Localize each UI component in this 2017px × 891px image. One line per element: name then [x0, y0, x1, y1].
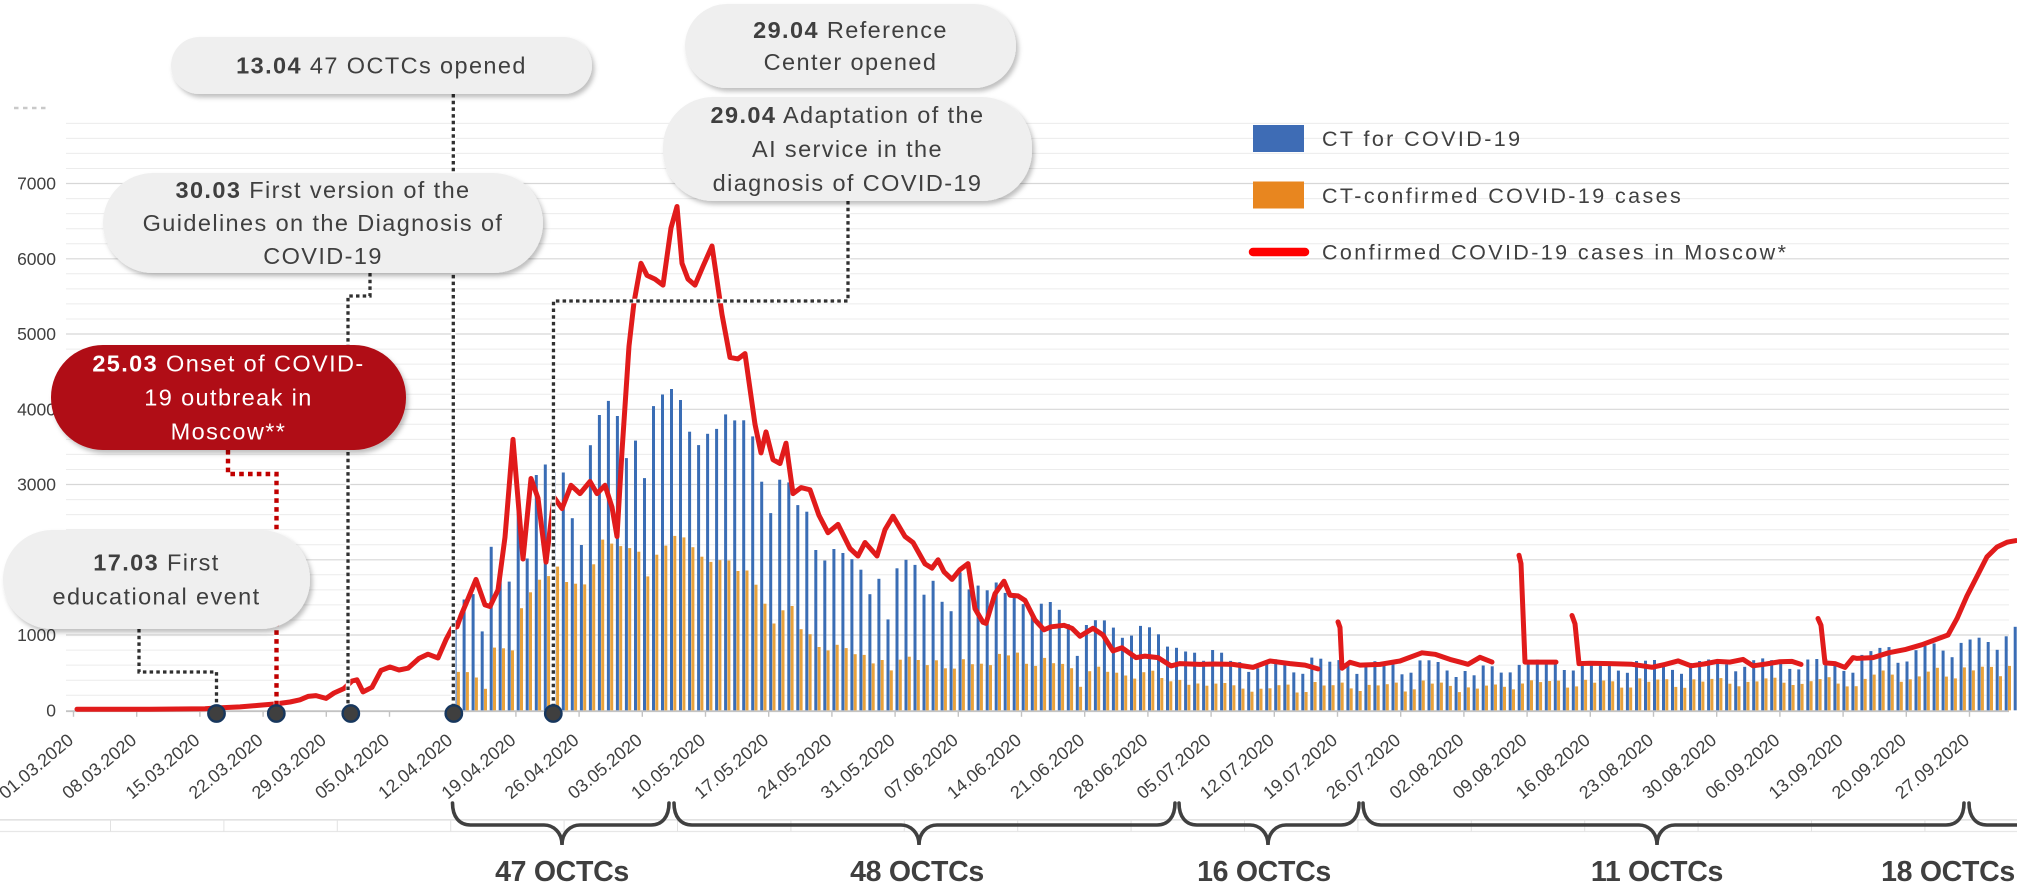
svg-text:AI service in the: AI service in the	[752, 136, 943, 162]
svg-text:Confirmed COVID-19 cases in Mo: Confirmed COVID-19 cases in Moscow*	[1322, 241, 1788, 265]
svg-text:18 OCTCs: 18 OCTCs	[1881, 856, 2015, 888]
svg-text:17.03 First: 17.03 First	[93, 550, 219, 576]
svg-text:Center opened: Center opened	[764, 49, 938, 75]
svg-text:48 OCTCs: 48 OCTCs	[850, 856, 984, 888]
svg-text:COVID-19: COVID-19	[263, 243, 383, 269]
svg-text:Guidelines on the Diagnosis of: Guidelines on the Diagnosis of	[143, 210, 504, 236]
svg-text:diagnosis of COVID-19: diagnosis of COVID-19	[713, 170, 983, 196]
svg-text:1000: 1000	[17, 625, 56, 645]
svg-text:47 OCTCs: 47 OCTCs	[495, 856, 629, 888]
svg-text:13.04 47 OCTCs opened: 13.04 47 OCTCs opened	[236, 53, 527, 79]
svg-text:6000: 6000	[17, 249, 56, 269]
svg-text:3000: 3000	[17, 475, 56, 495]
svg-text:educational event: educational event	[52, 584, 260, 610]
svg-text:29.04 Reference: 29.04 Reference	[753, 17, 948, 43]
svg-text:CT-confirmed COVID-19 cases: CT-confirmed COVID-19 cases	[1322, 184, 1683, 208]
svg-text:30.03 First version of the: 30.03 First version of the	[175, 177, 470, 203]
svg-text:CT for COVID-19: CT for COVID-19	[1322, 127, 1522, 151]
svg-text:7000: 7000	[17, 174, 56, 194]
svg-text:4000: 4000	[17, 399, 56, 419]
svg-text:29.04 Adaptation of the: 29.04 Adaptation of the	[711, 102, 985, 128]
svg-text:25.03 Onset of COVID-: 25.03 Onset of COVID-	[92, 351, 364, 377]
svg-text:5000: 5000	[17, 324, 56, 344]
svg-text:Moscow**: Moscow**	[171, 419, 287, 445]
svg-text:0: 0	[46, 700, 56, 720]
svg-text:19 outbreak in: 19 outbreak in	[144, 385, 313, 411]
svg-text:16 OCTCs: 16 OCTCs	[1197, 856, 1331, 888]
svg-text:11 OCTCs: 11 OCTCs	[1591, 856, 1723, 888]
